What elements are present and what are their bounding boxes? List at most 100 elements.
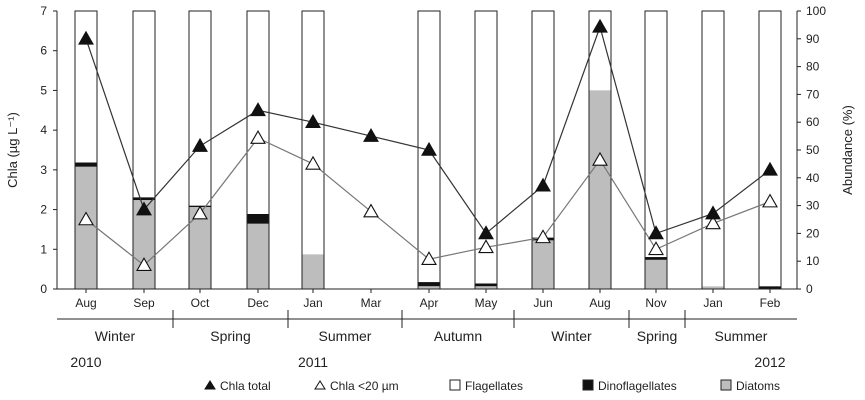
- bar-dinoflagellates-3: [247, 213, 269, 224]
- x-tick-label-10: Nov: [645, 296, 666, 310]
- year-label-0: 2010: [70, 354, 101, 370]
- point-chla-small-12: [762, 193, 778, 208]
- bar-flagellates-11: [702, 11, 724, 287]
- legend-label-2: Flagellates: [465, 379, 523, 393]
- x-tick-label-0: Aug: [75, 296, 96, 310]
- bar-dinoflagellates-10: [645, 257, 667, 260]
- season-label-3: Autumn: [434, 328, 482, 344]
- y-tick-label-left-3: 3: [40, 163, 47, 177]
- x-tick-label-4: Jan: [303, 296, 322, 310]
- point-chla-total-1: [136, 201, 152, 216]
- y-tick-label-left-1: 1: [40, 242, 47, 256]
- bar-flagellates-2: [189, 11, 211, 206]
- point-chla-small-1: [136, 257, 152, 271]
- bar-dinoflagellates-0: [75, 162, 97, 167]
- y-tick-label-left-4: 4: [40, 123, 47, 137]
- y-tick-label-right-8: 80: [806, 60, 820, 74]
- bar-diatoms-2: [189, 206, 211, 289]
- point-chla-small-4: [305, 155, 321, 170]
- legend-label-3: Dinoflagellates: [598, 379, 677, 393]
- legend-label-1: Chla <20 µm: [330, 379, 399, 393]
- y-tick-label-right-6: 60: [806, 115, 820, 129]
- bar-diatoms-11: [702, 286, 724, 289]
- bar-diatoms-3: [247, 223, 269, 289]
- bar-flagellates-0: [75, 11, 97, 163]
- point-chla-total-2: [192, 137, 208, 152]
- bar-dinoflagellates-12: [759, 286, 781, 289]
- point-chla-total-9: [592, 18, 608, 33]
- x-tick-label-2: Oct: [191, 296, 210, 310]
- bar-flagellates-8: [532, 11, 554, 238]
- x-tick-label-3: Dec: [247, 296, 268, 310]
- legend-symbol-4: [720, 379, 732, 391]
- legend-symbol-2: [449, 379, 461, 391]
- x-tick-label-7: May: [475, 296, 498, 310]
- bar-diatoms-10: [645, 259, 667, 289]
- point-chla-small-3: [250, 129, 266, 144]
- bar-flagellates-10: [645, 11, 667, 258]
- x-tick-label-11: Jan: [703, 296, 722, 310]
- bar-flagellates-12: [759, 11, 781, 287]
- x-tick-label-9: Aug: [589, 296, 610, 310]
- point-chla-small-11: [705, 215, 721, 230]
- point-chla-total-7: [478, 225, 494, 240]
- legend-label-0: Chla total: [220, 379, 271, 393]
- y-tick-label-left-6: 6: [40, 44, 47, 58]
- y-tick-label-left-2: 2: [40, 203, 47, 217]
- bar-flagellates-1: [133, 11, 155, 198]
- point-chla-total-12: [762, 161, 778, 176]
- legend-symbol-3: [582, 379, 594, 391]
- y-axis-title-left: Chla (µg L⁻¹): [5, 112, 20, 188]
- point-chla-total-5: [363, 127, 379, 142]
- y-tick-label-left-7: 7: [40, 4, 47, 18]
- point-chla-total-3: [250, 102, 266, 117]
- point-chla-total-4: [305, 114, 321, 128]
- legend-symbol-0: [204, 380, 216, 390]
- x-tick-label-5: Mar: [361, 296, 382, 310]
- y-axis-title-right: Abundance (%): [840, 105, 855, 195]
- bar-diatoms-0: [75, 166, 97, 289]
- season-label-1: Spring: [210, 328, 250, 344]
- x-tick-label-8: Jun: [533, 296, 552, 310]
- point-chla-small-10: [648, 241, 664, 256]
- bar-flagellates-4: [302, 11, 324, 255]
- y-tick-label-right-0: 0: [806, 282, 813, 296]
- y-tick-label-right-3: 30: [806, 199, 820, 213]
- point-chla-small-5: [363, 203, 379, 218]
- point-chla-total-11: [705, 205, 721, 220]
- bar-dinoflagellates-7: [475, 283, 497, 287]
- season-label-4: Winter: [551, 328, 592, 344]
- point-chla-total-10: [648, 225, 664, 240]
- y-tick-label-right-4: 40: [806, 171, 820, 185]
- point-chla-small-9: [592, 151, 608, 166]
- bar-dinoflagellates-6: [418, 282, 440, 287]
- bar-dinoflagellates-1: [133, 197, 155, 201]
- bar-diatoms-4: [302, 254, 324, 289]
- point-chla-small-2: [192, 205, 208, 220]
- year-label-1: 2011: [298, 354, 328, 370]
- legend-label-4: Diatoms: [736, 379, 780, 393]
- y-tick-label-left-0: 0: [40, 282, 47, 296]
- x-tick-label-1: Sep: [133, 296, 155, 310]
- y-tick-label-right-9: 90: [806, 32, 820, 46]
- y-tick-label-right-1: 10: [806, 254, 820, 268]
- point-chla-total-0: [78, 30, 94, 45]
- point-chla-small-0: [78, 211, 94, 226]
- season-label-0: Winter: [95, 328, 136, 344]
- y-tick-label-right-7: 70: [806, 87, 820, 101]
- season-label-5: Spring: [637, 328, 677, 344]
- x-tick-label-12: Feb: [760, 296, 781, 310]
- point-chla-total-8: [535, 177, 551, 192]
- point-chla-small-7: [478, 239, 494, 254]
- x-tick-label-6: Apr: [420, 296, 439, 310]
- y-tick-label-left-5: 5: [40, 83, 47, 97]
- legend-symbol-1: [314, 380, 326, 390]
- y-tick-label-right-5: 50: [806, 143, 820, 157]
- season-label-2: Summer: [319, 328, 372, 344]
- season-label-6: Summer: [715, 328, 768, 344]
- y-tick-label-right-2: 20: [806, 226, 820, 240]
- bar-diatoms-6: [418, 286, 440, 289]
- bar-diatoms-7: [475, 286, 497, 289]
- bar-diatoms-8: [532, 240, 554, 289]
